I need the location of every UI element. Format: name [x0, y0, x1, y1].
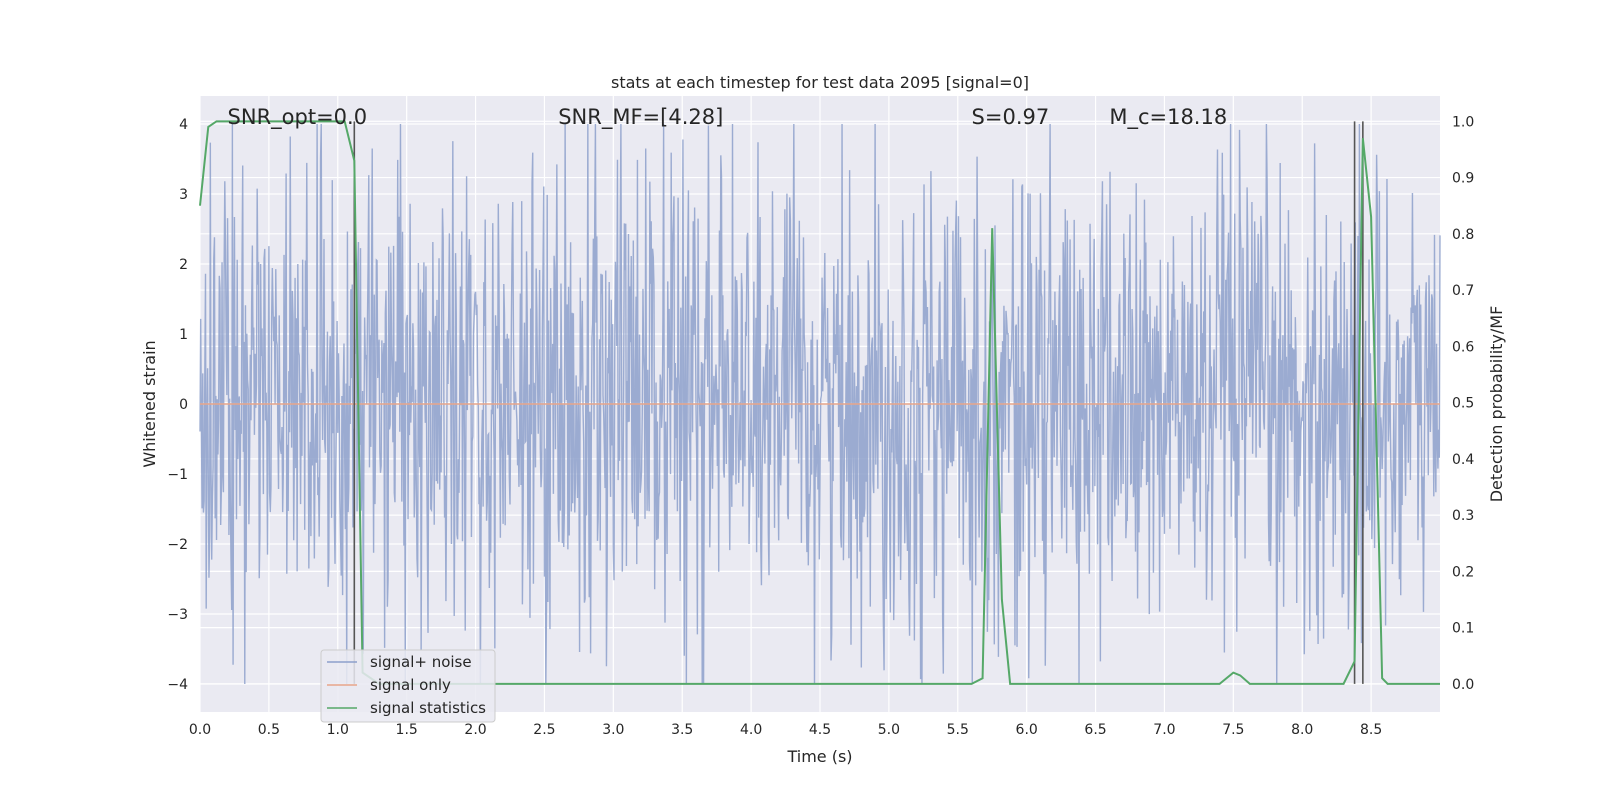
x-tick-label: 3.5	[671, 722, 693, 738]
x-tick-label: 1.0	[327, 722, 349, 738]
y-axis-label: Whitened strain	[140, 340, 159, 467]
y2-tick-label: 0.9	[1452, 171, 1474, 187]
y-tick-label: 0	[179, 397, 188, 413]
y2-tick-label: 0.5	[1452, 396, 1474, 412]
x-tick-label: 3.0	[602, 722, 624, 738]
y-tick-label: 1	[179, 327, 188, 343]
x-tick-label: 7.5	[1222, 722, 1244, 738]
y-tick-label: −3	[167, 607, 188, 623]
x-tick-label: 5.0	[878, 722, 900, 738]
x-tick-label: 8.0	[1291, 722, 1313, 738]
x-tick-label: 0.0	[189, 722, 211, 738]
annotation-snr-mf: SNR_MF=[4.28]	[558, 105, 723, 130]
y-tick-label: 2	[179, 257, 188, 273]
legend: signal+ noise signal only signal statist…	[320, 649, 496, 723]
x-tick-label: 8.5	[1360, 722, 1382, 738]
y-tick-label: −1	[167, 467, 188, 483]
y-tick-label: −4	[167, 677, 188, 693]
annotation-mc: M_c=18.18	[1109, 105, 1227, 130]
y2-tick-label: 0.4	[1452, 452, 1474, 468]
y2-tick-label: 0.8	[1452, 227, 1474, 243]
annotations: SNR_opt=0.0 SNR_MF=[4.28] S=0.97 M_c=18.18	[228, 105, 1228, 130]
x-tick-label: 6.5	[1084, 722, 1106, 738]
y-axis-ticks: −4 −3 −2 −1 0 1 2 3 4	[167, 117, 188, 693]
x-tick-label: 1.5	[396, 722, 418, 738]
x-tick-label: 7.0	[1153, 722, 1175, 738]
y2-tick-label: 0.2	[1452, 564, 1474, 580]
signal-statistics-series	[199, 120, 1440, 685]
annotation-s-stat: S=0.97	[972, 105, 1050, 129]
y2-tick-label: 1.0	[1452, 114, 1474, 130]
y2-axis-ticks: 0.0 0.1 0.2 0.3 0.4 0.5 0.6 0.7 0.8 0.9 1.0	[1452, 114, 1474, 693]
y2-tick-label: 0.3	[1452, 508, 1474, 524]
x-axis-ticks: 0.0 0.5 1.0 1.5 2.0 2.5 3.0 3.5 4.0 4.5 5.0 5.5 6.0 6…	[189, 722, 1382, 738]
x-tick-label: 4.5	[809, 722, 831, 738]
y-tick-label: −2	[167, 537, 188, 553]
x-axis-label: Time (s)	[786, 747, 852, 766]
legend-box	[320, 649, 496, 723]
x-tick-label: 2.5	[533, 722, 555, 738]
y2-tick-label: 0.1	[1452, 621, 1474, 637]
x-tick-label: 6.0	[1016, 722, 1038, 738]
chart-title: stats at each timestep for test data 209…	[611, 73, 1029, 92]
legend-label-signal-statistics: signal statistics	[370, 699, 486, 717]
legend-label-signal-noise: signal+ noise	[370, 653, 472, 671]
legend-label-signal-only: signal only	[370, 676, 451, 694]
x-tick-label: 2.0	[464, 722, 486, 738]
y2-tick-label: 0.7	[1452, 283, 1474, 299]
x-tick-label: 0.5	[258, 722, 280, 738]
y-tick-label: 4	[179, 117, 188, 133]
y2-tick-label: 0.6	[1452, 339, 1474, 355]
y2-tick-label: 0.0	[1452, 677, 1474, 693]
x-tick-label: 5.5	[947, 722, 969, 738]
signal-noise-trace	[199, 123, 1441, 685]
x-tick-label: 4.0	[740, 722, 762, 738]
y2-axis-label: Detection probability/MF	[1487, 306, 1506, 503]
y-tick-label: 3	[179, 187, 188, 203]
annotation-snr-opt: SNR_opt=0.0	[228, 105, 368, 130]
signal-noise-series	[199, 123, 1441, 685]
